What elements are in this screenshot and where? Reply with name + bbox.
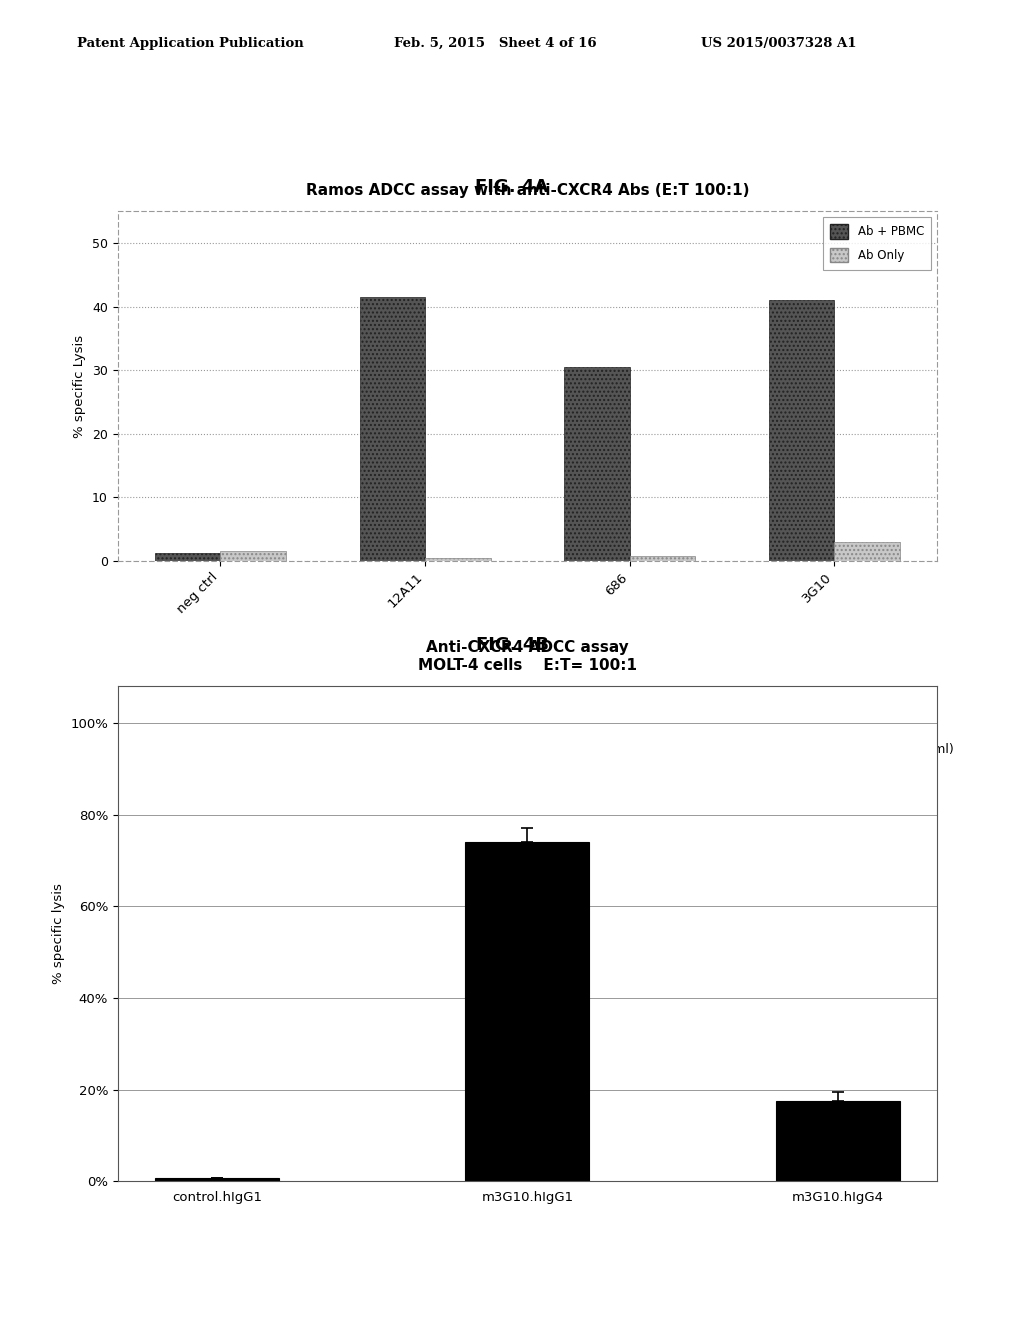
Bar [465, 842, 590, 1181]
Title: Anti-CXCR4 ADCC assay
MOLT-4 cells    E:T= 100:1: Anti-CXCR4 ADCC assay MOLT-4 cells E:T= … [418, 640, 637, 673]
Bar [359, 297, 425, 561]
Bar [220, 552, 286, 561]
Text: Feb. 5, 2015   Sheet 4 of 16: Feb. 5, 2015 Sheet 4 of 16 [394, 37, 597, 50]
Text: FIG. 4B: FIG. 4B [475, 636, 549, 655]
Bar [630, 556, 695, 561]
Title: Ramos ADCC assay with anti-CXCR4 Abs (E:T 100:1): Ramos ADCC assay with anti-CXCR4 Abs (E:… [305, 182, 750, 198]
Y-axis label: % specific lysis: % specific lysis [51, 883, 65, 985]
Text: Patent Application Publication: Patent Application Publication [77, 37, 303, 50]
Text: Ab (20 ug/ml): Ab (20 ug/ml) [867, 743, 953, 756]
Bar [564, 367, 630, 561]
Legend: Ab + PBMC, Ab Only: Ab + PBMC, Ab Only [823, 216, 931, 269]
Text: FIG. 4A: FIG. 4A [475, 178, 549, 197]
Bar [155, 1177, 280, 1181]
Bar [155, 553, 220, 561]
Y-axis label: % specific Lysis: % specific Lysis [74, 334, 86, 438]
Text: US 2015/0037328 A1: US 2015/0037328 A1 [701, 37, 857, 50]
Bar [835, 543, 900, 561]
Bar [769, 300, 835, 561]
Bar [425, 558, 490, 561]
Bar [775, 1101, 900, 1181]
